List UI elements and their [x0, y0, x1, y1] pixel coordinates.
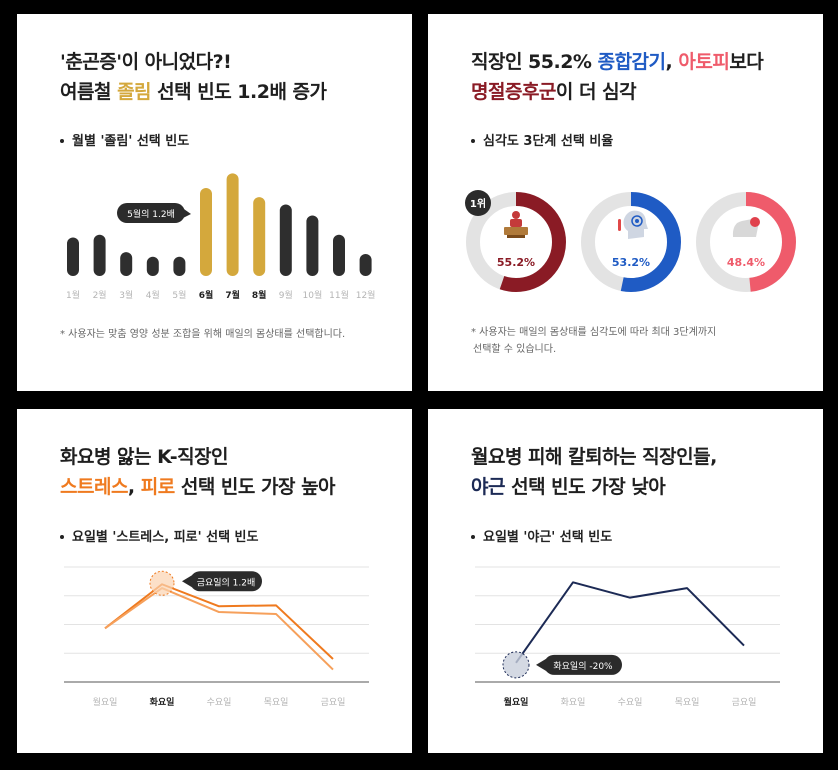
- x-tick-화요일: 화요일: [561, 697, 586, 708]
- panel3-title-line1: 화요병 앓는 K-직장인: [60, 446, 229, 468]
- callout-text: 5월의 1.2배: [127, 208, 175, 220]
- series-line-0: [515, 581, 745, 664]
- bar-8월: [253, 197, 266, 276]
- ring-label: 53.2%: [612, 256, 650, 269]
- bar-2월: [93, 234, 106, 276]
- panel2-title-line1: 직장인 55.2% 종합감기, 아토피보다: [471, 51, 764, 73]
- bar-3월: [120, 252, 133, 276]
- callout-friday: 금요일의 1.2배: [182, 571, 262, 592]
- highlight-marker: [149, 570, 175, 596]
- bar-12월: [359, 254, 372, 276]
- weekday-overtime-line-chart: 월요일 화요일 수요일 목요일 금요일 화요일의 -20%: [475, 566, 780, 708]
- x-tick-9월: 9월: [279, 289, 293, 301]
- panel1-subtitle: 월별 '졸림' 선택 빈도: [60, 130, 189, 149]
- bar-6월: [200, 188, 212, 276]
- x-tick-금요일: 금요일: [732, 697, 757, 708]
- ring-arc: [581, 192, 681, 292]
- series-line-0: [104, 583, 334, 660]
- bar-1월: [67, 237, 79, 276]
- callout-text: 화요일의 -20%: [553, 661, 613, 672]
- x-tick-5월: 5월: [172, 289, 186, 301]
- x-tick-8월: 8월: [252, 289, 267, 301]
- panel1-title: '춘곤증'이 아니었다?! 여름철 졸림 선택 빈도 1.2배 증가: [60, 47, 327, 107]
- panel2-subtitle: 심각도 3단계 선택 비율: [471, 130, 613, 149]
- x-tick-3월: 3월: [119, 289, 133, 301]
- x-tick-목요일: 목요일: [675, 697, 700, 708]
- bar-5월: [173, 256, 186, 276]
- x-tick-11월: 11월: [329, 289, 349, 301]
- panel-tuesday-stress: 화요병 앓는 K-직장인 스트레스, 피로 선택 빈도 가장 높아 요일별 '스…: [17, 409, 412, 753]
- panel4-title: 월요병 피해 칼퇴하는 직장인들, 야근 선택 빈도 가장 낮아: [471, 442, 717, 502]
- panel-monday-overtime: 월요병 피해 칼퇴하는 직장인들, 야근 선택 빈도 가장 낮아 요일별 '야근…: [428, 409, 823, 753]
- x-tick-6월: 6월: [199, 289, 214, 301]
- x-tick-월요일: 월요일: [93, 696, 118, 708]
- cold-head-icon: [618, 210, 648, 239]
- callout-may: 5월의 1.2배: [117, 203, 191, 223]
- panel-holiday-syndrome: 직장인 55.2% 종합감기, 아토피보다 명절증후군이 더 심각 심각도 3단…: [428, 14, 823, 391]
- x-tick-2월: 2월: [93, 289, 107, 301]
- severity-ring-charts: 55.2% 53.2% 48.4% 1위: [465, 190, 796, 292]
- ring-arc: [696, 192, 796, 292]
- ring-label: 55.2%: [497, 256, 535, 269]
- bar-4월: [146, 256, 159, 276]
- ring-label: 48.4%: [727, 256, 765, 269]
- panel3-title: 화요병 앓는 K-직장인 스트레스, 피로 선택 빈도 가장 높아: [60, 442, 336, 502]
- x-tick-월요일: 월요일: [504, 696, 529, 708]
- highlight-marker: [502, 651, 530, 679]
- rank-badge: 1위: [465, 190, 491, 216]
- x-tick-1월: 1월: [66, 289, 80, 301]
- panel4-title-line2: 야근 선택 빈도 가장 낮아: [471, 476, 666, 498]
- bar-11월: [333, 234, 345, 276]
- callout-text: 금요일의 1.2배: [197, 577, 256, 588]
- x-tick-수요일: 수요일: [618, 697, 643, 708]
- bar-10월: [306, 215, 319, 276]
- atopy-hand-icon: [732, 217, 760, 237]
- panel2-title-line2: 명절증후군이 더 심각: [471, 81, 637, 103]
- x-tick-화요일: 화요일: [150, 696, 175, 708]
- panel2-title: 직장인 55.2% 종합감기, 아토피보다 명절증후군이 더 심각: [471, 47, 764, 107]
- monthly-drowsiness-bar-chart: 1월 2월 3월 4월 5월 6월 7월 8월 9월 10월 11월 12월 5월의 1.2배: [66, 173, 376, 301]
- holiday-person-icon: [504, 211, 528, 238]
- bar-7월: [226, 173, 239, 276]
- x-tick-12월: 12월: [356, 289, 376, 301]
- ring-arc: [466, 192, 566, 292]
- rank-badge-text: 1위: [470, 197, 486, 210]
- ring-아토피: 48.4%: [696, 192, 796, 292]
- panel4-subtitle: 요일별 '야근' 선택 빈도: [471, 526, 612, 545]
- x-tick-4월: 4월: [146, 289, 160, 301]
- ring-종합감기: 53.2%: [581, 192, 681, 292]
- panel1-note: * 사용자는 맞춤 영양 성분 조합을 위해 매일의 몸상태를 선택합니다.: [60, 329, 346, 340]
- ring-명절증후군: 55.2%: [466, 192, 566, 292]
- x-tick-수요일: 수요일: [207, 697, 232, 708]
- panel3-title-line2: 스트레스, 피로 선택 빈도 가장 높아: [60, 476, 336, 498]
- panel4-title-line1: 월요병 피해 칼퇴하는 직장인들,: [471, 446, 717, 468]
- bar-9월: [279, 204, 292, 276]
- panel2-note: * 사용자는 매일의 몸상태를 심각도에 따라 최대 3단계까지 선택할 수 있…: [471, 327, 717, 355]
- x-tick-목요일: 목요일: [264, 697, 289, 708]
- panel1-title-line2: 여름철 졸림 선택 빈도 1.2배 증가: [60, 81, 327, 103]
- panel3-subtitle: 요일별 '스트레스, 피로' 선택 빈도: [60, 526, 258, 545]
- callout-tuesday: 화요일의 -20%: [536, 654, 622, 675]
- x-tick-7월: 7월: [225, 289, 240, 301]
- series-line-1: [104, 587, 334, 671]
- x-tick-금요일: 금요일: [321, 697, 346, 708]
- panel-summer-drowsiness: '춘곤증'이 아니었다?! 여름철 졸림 선택 빈도 1.2배 증가 월별 '졸…: [17, 14, 412, 391]
- panel1-title-line1: '춘곤증'이 아니었다?!: [60, 51, 232, 73]
- x-tick-10월: 10월: [303, 289, 323, 301]
- weekday-stress-line-chart: 월요일 화요일 수요일 목요일 금요일 금요일의 1.2배: [64, 566, 369, 708]
